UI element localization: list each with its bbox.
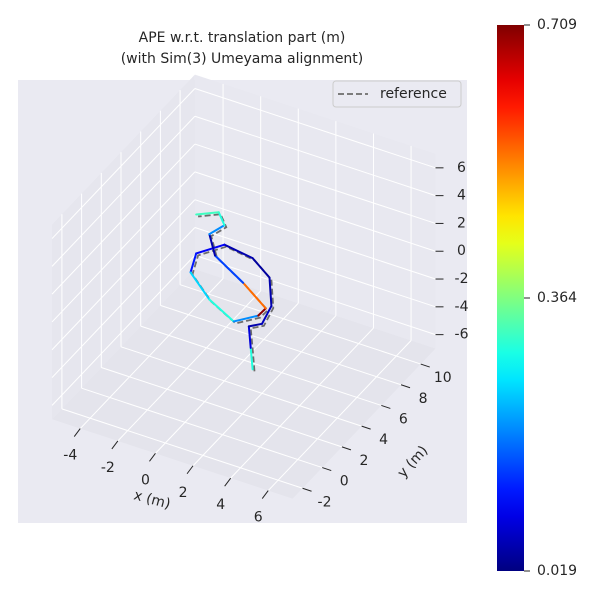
- grid-line: [51, 88, 196, 239]
- grid-line: [194, 88, 436, 169]
- y-tick-label: 6: [399, 411, 408, 427]
- trajectory-segment: [268, 276, 273, 308]
- legend: reference: [332, 80, 462, 108]
- grid-line: [194, 143, 436, 224]
- z-tick-label: -6: [455, 327, 469, 343]
- y-tick-label: 2: [359, 453, 368, 469]
- trajectory-segment: [251, 257, 271, 279]
- x-tick: [261, 490, 269, 499]
- y-tick: [322, 467, 332, 472]
- x-tick: [73, 428, 81, 437]
- y-tick: [400, 384, 411, 389]
- trajectory-segment: [208, 298, 235, 323]
- grid-line: [120, 346, 362, 427]
- y-tick-label: 10: [434, 370, 452, 386]
- trajectory-segment: [214, 254, 245, 284]
- trajectory-segment: [247, 322, 263, 328]
- grid-line: [267, 340, 412, 491]
- z-tick-label: -2: [455, 271, 469, 287]
- colorbar-tick-label: 0.709: [537, 17, 577, 33]
- y-tick: [361, 425, 371, 430]
- z-tick-label: 2: [457, 215, 466, 231]
- trajectory-segment: [257, 307, 267, 317]
- grid-line: [51, 227, 196, 378]
- y-tick: [381, 404, 391, 409]
- grid-line: [179, 284, 421, 365]
- grid-line: [51, 143, 196, 295]
- y-tick: [420, 363, 430, 368]
- grid-line: [51, 199, 196, 351]
- z-tick-label: 4: [457, 188, 466, 204]
- grid-line: [81, 387, 323, 469]
- y-tick-label: 8: [419, 391, 428, 407]
- x-tick: [186, 465, 194, 475]
- trajectory-segment: [189, 252, 198, 274]
- x-tick-label: 4: [216, 497, 225, 513]
- y-tick-label: 4: [379, 432, 388, 448]
- grid-line: [61, 408, 303, 489]
- x-tick: [224, 477, 232, 487]
- z-tick-label: 0: [457, 243, 466, 259]
- grid-line: [194, 199, 436, 280]
- trajectory-segment: [195, 211, 220, 216]
- x-tick-label: 0: [141, 472, 150, 488]
- grid-line: [230, 327, 374, 479]
- legend-box: [332, 80, 462, 108]
- chart-title: APE w.r.t. translation part (m): [139, 30, 346, 46]
- grid-line: [51, 171, 196, 323]
- grid-line: [79, 278, 224, 429]
- trajectory-segment: [247, 325, 252, 349]
- trajectory-segment: [195, 243, 226, 255]
- x-tick-label: 6: [254, 510, 263, 526]
- y-tick: [302, 487, 312, 492]
- colorbar-tick-label: 0.364: [537, 290, 577, 306]
- x-tick: [111, 440, 119, 450]
- grid-line: [140, 325, 382, 406]
- grid-line: [194, 254, 436, 336]
- grid-line: [117, 290, 262, 442]
- grid-line: [155, 302, 299, 454]
- legend-label: reference: [380, 86, 447, 102]
- trajectory-segment: [217, 211, 226, 227]
- grid-line: [101, 367, 343, 448]
- colorbar-tick-label: 0.019: [537, 563, 577, 579]
- trajectory-segment: [223, 243, 254, 260]
- trajectory-segment: [208, 233, 216, 257]
- y-tick: [341, 446, 352, 451]
- z-tick-label: -4: [455, 299, 469, 315]
- colorbar: [497, 25, 524, 571]
- grid-line: [194, 227, 436, 308]
- trajectory-segment: [242, 281, 267, 310]
- x-tick: [149, 453, 156, 462]
- z-tick-label: 6: [457, 160, 466, 176]
- x-tick-label: -4: [63, 448, 77, 464]
- chart-subtitle: (with Sim(3) Umeyama alignment): [121, 51, 364, 67]
- x-tick-label: -2: [101, 460, 115, 476]
- grid-line: [192, 315, 337, 467]
- grid-line: [194, 115, 436, 197]
- y-tick-label: 0: [340, 474, 349, 490]
- trajectory-segment: [208, 224, 226, 236]
- y-tick-label: -2: [318, 494, 332, 510]
- grid-line: [160, 304, 402, 386]
- grid-line: [194, 171, 436, 252]
- trajectory-segment: [249, 346, 254, 371]
- trajectory-segment: [261, 305, 273, 325]
- trajectory-segment: [189, 271, 211, 301]
- floor-pane: [52, 269, 436, 499]
- x-tick-label: 2: [179, 485, 188, 501]
- grid-line: [51, 115, 196, 267]
- grid-line: [51, 254, 196, 406]
- trajectory-segment: [232, 314, 260, 323]
